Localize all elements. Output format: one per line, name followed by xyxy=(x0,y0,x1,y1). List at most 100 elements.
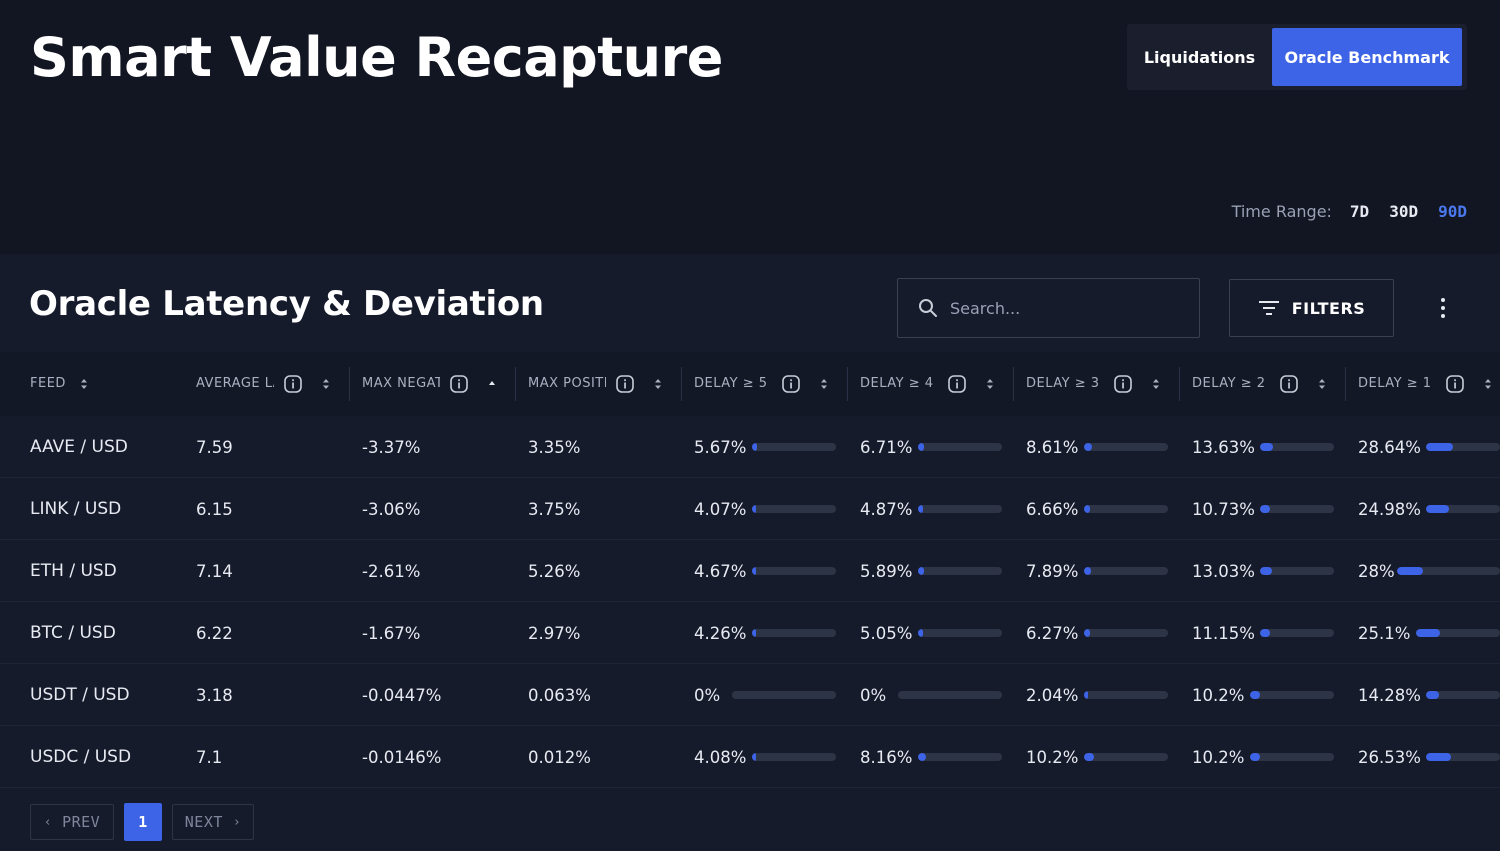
cell-value: 10.2% xyxy=(1192,747,1245,767)
cell-value: 5.26% xyxy=(528,561,581,581)
sort-icon[interactable] xyxy=(986,378,994,390)
tab-liquidations[interactable]: Liquidations xyxy=(1131,28,1268,86)
sort-icon[interactable] xyxy=(1152,378,1160,390)
progress-fill xyxy=(752,505,756,513)
info-icon[interactable] xyxy=(948,375,966,393)
cell-value: 8.61% xyxy=(1026,437,1079,457)
cell-value: 3.18 xyxy=(196,685,233,705)
cell-d5: 4.26% xyxy=(694,602,746,664)
cell-feed: BTC / USD xyxy=(30,602,116,664)
next-button[interactable]: NEXT › xyxy=(172,804,254,840)
sort-icon[interactable] xyxy=(80,378,88,390)
cell-value: 6.71% xyxy=(860,437,913,457)
column-header-d2[interactable]: DELAY ≥ 2 BLOCKS xyxy=(1179,367,1326,401)
cell-value: USDC / USD xyxy=(30,747,132,767)
info-icon[interactable] xyxy=(284,375,302,393)
info-icon[interactable] xyxy=(782,375,800,393)
progress-fill xyxy=(918,443,924,451)
cell-value: 5.67% xyxy=(694,437,747,457)
sort-icon[interactable] xyxy=(654,378,662,390)
search-input[interactable] xyxy=(948,297,1182,319)
time-range-90d[interactable]: 90D xyxy=(1438,201,1467,221)
sort-icon[interactable] xyxy=(1484,378,1492,390)
column-header-d5[interactable]: DELAY ≥ 5 BLOCKS xyxy=(681,367,828,401)
cell-d2: 10.2% xyxy=(1192,726,1244,788)
cell-d2: 11.15% xyxy=(1192,602,1255,664)
cell-value: 4.07% xyxy=(694,499,747,519)
time-range-7d[interactable]: 7D xyxy=(1349,201,1370,221)
cell-value: -0.0447% xyxy=(362,685,442,705)
cell-value: 4.67% xyxy=(694,561,747,581)
column-header-max_pos[interactable]: MAX POSITIV... xyxy=(515,367,662,401)
progress-fill xyxy=(1396,567,1423,575)
column-header-label: AVERAGE LAG xyxy=(196,376,274,391)
prev-button[interactable]: ‹ PREV xyxy=(30,804,114,840)
progress-fill xyxy=(752,753,756,761)
filters-button[interactable]: FILTERS xyxy=(1229,279,1394,337)
cell-d3: 7.89% xyxy=(1026,540,1078,602)
progress-bar xyxy=(918,567,1002,575)
progress-fill xyxy=(1425,443,1453,451)
progress-fill xyxy=(1250,691,1260,699)
search-box[interactable] xyxy=(897,278,1200,338)
progress-bar xyxy=(1425,753,1500,761)
progress-bar xyxy=(1250,691,1334,699)
column-header-max_neg[interactable]: MAX NEGATIV... xyxy=(349,367,496,401)
info-icon[interactable] xyxy=(616,375,634,393)
cell-value: 4.87% xyxy=(860,499,913,519)
progress-fill xyxy=(1259,567,1272,575)
cell-value: 7.14 xyxy=(196,561,233,581)
cell-feed: AAVE / USD xyxy=(30,416,128,478)
cell-value: 5.05% xyxy=(860,623,913,643)
cell-d3: 2.04% xyxy=(1026,664,1078,726)
progress-bar xyxy=(1396,567,1500,575)
cell-value: 13.63% xyxy=(1192,437,1255,457)
progress-fill xyxy=(1259,505,1270,513)
progress-fill xyxy=(1425,753,1451,761)
sort-asc-icon[interactable] xyxy=(488,378,496,390)
sort-icon[interactable] xyxy=(820,378,828,390)
cell-value: 10.73% xyxy=(1192,499,1255,519)
column-header-d3[interactable]: DELAY ≥ 3 BLOCKS xyxy=(1013,367,1160,401)
cell-value: 3.35% xyxy=(528,437,581,457)
column-header-avg_lag[interactable]: AVERAGE LAG xyxy=(196,352,330,416)
cell-feed: USDC / USD xyxy=(30,726,131,788)
cell-value: 26.53% xyxy=(1358,747,1421,767)
sort-icon[interactable] xyxy=(1318,378,1326,390)
progress-fill xyxy=(1259,443,1273,451)
page-button-1[interactable]: 1 xyxy=(124,803,162,841)
cell-value: -2.61% xyxy=(362,561,421,581)
filters-label: FILTERS xyxy=(1291,298,1366,318)
cell-value: AAVE / USD xyxy=(30,437,128,457)
cell-d3: 6.66% xyxy=(1026,478,1078,540)
tab-oracle-benchmark[interactable]: Oracle Benchmark xyxy=(1272,28,1462,86)
info-icon[interactable] xyxy=(450,375,468,393)
progress-bar xyxy=(752,753,836,761)
progress-bar xyxy=(1084,505,1168,513)
column-header-feed[interactable]: FEED xyxy=(30,352,88,416)
cell-d2: 13.63% xyxy=(1192,416,1255,478)
column-header-d1[interactable]: DELAY ≥ 1 BLOCKS xyxy=(1345,367,1492,401)
cell-max_neg: -0.0146% xyxy=(362,726,441,788)
column-header-label: FEED xyxy=(30,376,66,391)
info-icon[interactable] xyxy=(1280,375,1298,393)
cell-value: -3.37% xyxy=(362,437,421,457)
more-options-icon[interactable] xyxy=(1430,292,1456,324)
cell-value: -0.0146% xyxy=(362,747,442,767)
progress-fill xyxy=(1416,629,1440,637)
info-icon[interactable] xyxy=(1446,375,1464,393)
table-body: AAVE / USD 7.59 -3.37% 3.35% 5.67% 6.71% 8.61%… xyxy=(0,416,1500,788)
cell-d4: 5.89% xyxy=(860,540,912,602)
info-icon[interactable] xyxy=(1114,375,1132,393)
progress-fill xyxy=(918,753,926,761)
cell-d1: 26.53% xyxy=(1358,726,1421,788)
time-range-30d[interactable]: 30D xyxy=(1389,201,1419,221)
prev-label: PREV xyxy=(62,813,101,831)
cell-avg_lag: 7.59 xyxy=(196,416,233,478)
search-icon xyxy=(919,299,937,317)
cell-value: 24.98% xyxy=(1358,499,1421,519)
progress-fill xyxy=(752,443,757,451)
cell-value: 13.03% xyxy=(1192,561,1255,581)
sort-icon[interactable] xyxy=(322,378,330,390)
column-header-d4[interactable]: DELAY ≥ 4 BLOCKS xyxy=(847,367,994,401)
